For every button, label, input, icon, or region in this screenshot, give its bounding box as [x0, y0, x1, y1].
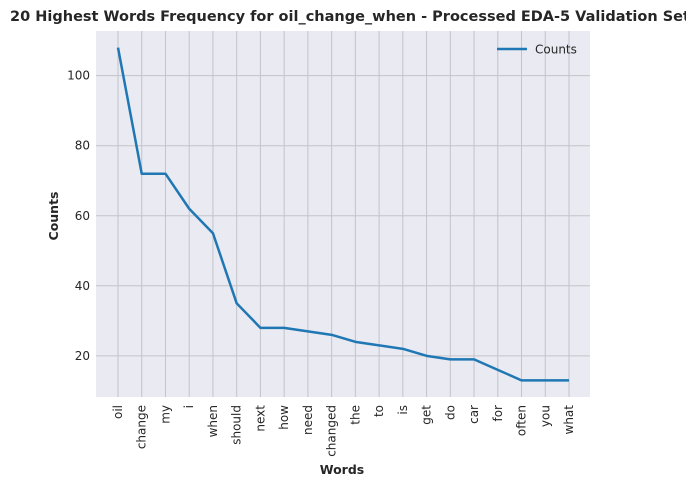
x-tick-label: how [277, 405, 291, 430]
y-tick-label: 40 [75, 279, 90, 293]
y-axis-title: Counts [46, 192, 61, 241]
legend-label: Counts [535, 43, 577, 57]
x-axis-title: Words [320, 462, 364, 477]
x-tick-label: my [158, 405, 172, 424]
x-tick-label: get [420, 405, 434, 425]
x-axis-ticks: oil change my i when should next how need changed… [111, 405, 576, 457]
x-tick-label: i [182, 405, 196, 408]
x-tick-label: to [372, 405, 386, 417]
series-line [116, 47, 569, 382]
plot-area [96, 31, 590, 397]
x-tick-label: should [230, 405, 244, 445]
y-tick-label: 60 [75, 209, 90, 223]
x-tick-label: you [538, 405, 552, 427]
y-tick-label: 20 [75, 349, 90, 363]
x-tick-label: car [467, 405, 481, 424]
x-tick-label: the [348, 405, 362, 425]
x-tick-label: when [206, 405, 220, 437]
legend: Counts [497, 43, 577, 57]
grid [96, 31, 590, 397]
y-tick-label: 80 [75, 139, 90, 153]
chart-title: 20 Highest Words Frequency for oil_chang… [10, 9, 686, 25]
x-tick-label: next [253, 405, 267, 432]
x-tick-label: change [135, 405, 149, 449]
x-tick-label: oil [111, 405, 125, 419]
x-tick-label: changed [325, 405, 339, 457]
x-tick-label: do [443, 405, 457, 420]
x-tick-label: often [515, 405, 529, 436]
x-tick-label: for [491, 405, 505, 422]
series-layer [116, 47, 569, 382]
x-tick-label: what [562, 405, 576, 435]
y-axis-ticks: 20 40 60 80 100 [67, 69, 90, 363]
y-tick-label: 100 [67, 69, 90, 83]
x-tick-label: need [301, 405, 315, 435]
x-tick-label: is [396, 405, 410, 415]
